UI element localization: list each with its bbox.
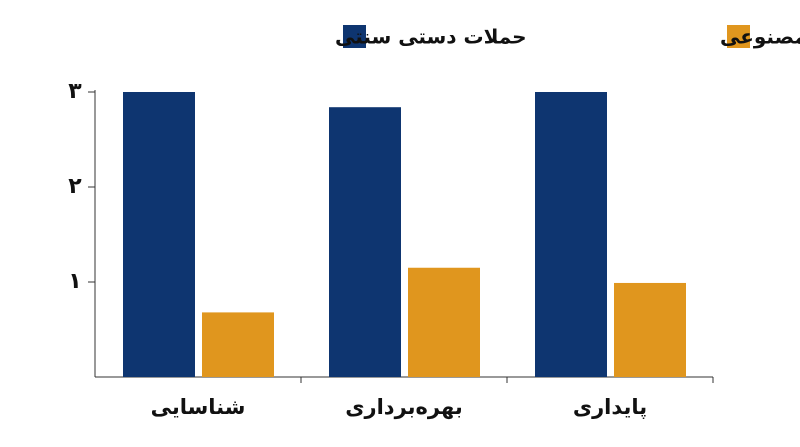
y-tick-label: ۲ <box>68 174 82 199</box>
bar <box>408 267 480 377</box>
x-tick-label: شناسایی <box>151 395 246 419</box>
legend-swatch <box>727 25 750 48</box>
x-tick-label: پایداری <box>573 395 647 419</box>
legend-swatch <box>343 25 366 48</box>
bar <box>535 92 607 377</box>
bar <box>202 312 274 377</box>
x-tick-label: بهره‌برداری <box>345 395 462 419</box>
bar <box>614 282 686 377</box>
legend-label: حملات خودکار هوش مصنوعی <box>720 25 800 49</box>
y-tick-label: ۳ <box>68 79 82 104</box>
y-tick-label: ۱ <box>68 269 81 294</box>
bar <box>123 92 195 377</box>
legend-label: حملات دستی سنتی <box>335 25 527 49</box>
bar <box>329 107 401 377</box>
